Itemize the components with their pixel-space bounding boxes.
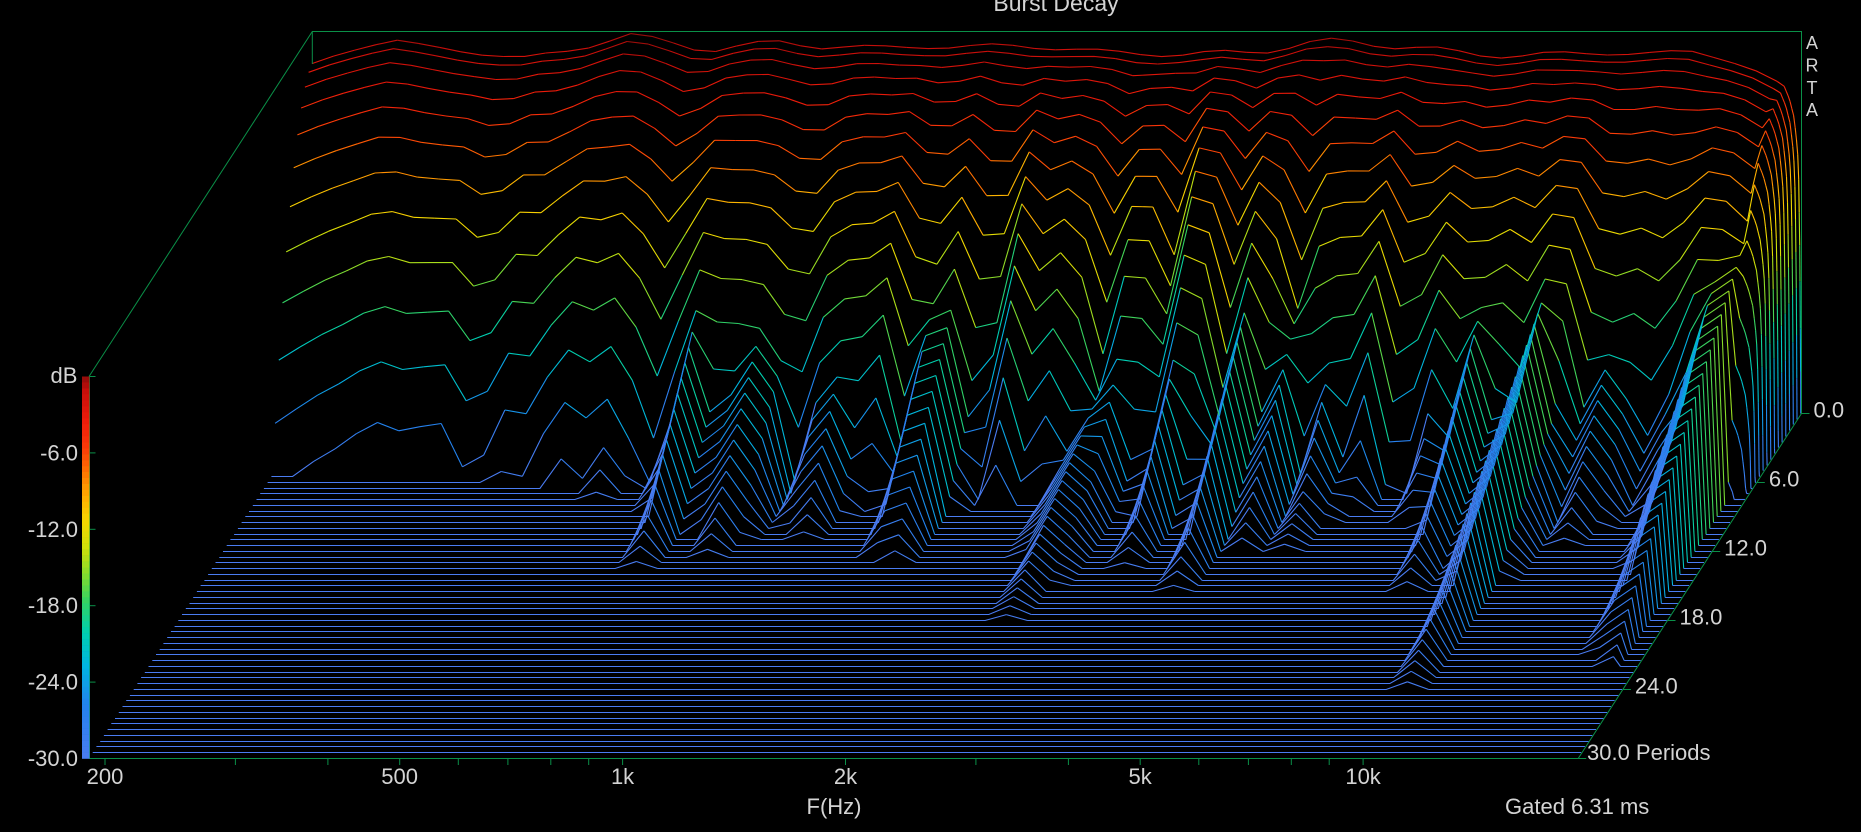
- svg-text:A: A: [1806, 33, 1818, 53]
- svg-text:1k: 1k: [611, 764, 635, 789]
- svg-text:R: R: [1806, 55, 1819, 75]
- svg-text:T: T: [1807, 78, 1818, 98]
- svg-text:-18.0: -18.0: [28, 593, 78, 618]
- svg-text:Gated 6.31 ms: Gated 6.31 ms: [1505, 794, 1649, 819]
- svg-text:12.0: 12.0: [1724, 536, 1767, 561]
- svg-text:2k: 2k: [834, 764, 858, 789]
- svg-text:-30.0: -30.0: [28, 746, 78, 771]
- svg-text:10k: 10k: [1345, 764, 1381, 789]
- svg-text:Burst Decay: Burst Decay: [993, 0, 1119, 16]
- svg-text:-24.0: -24.0: [28, 670, 78, 695]
- svg-text:200: 200: [87, 764, 124, 789]
- svg-text:24.0: 24.0: [1635, 674, 1678, 699]
- svg-text:-12.0: -12.0: [28, 517, 78, 542]
- svg-text:18.0: 18.0: [1680, 605, 1723, 630]
- svg-text:0.0: 0.0: [1814, 398, 1845, 423]
- svg-text:500: 500: [381, 764, 418, 789]
- svg-text:6.0: 6.0: [1769, 467, 1800, 492]
- svg-text:F(Hz): F(Hz): [807, 794, 862, 819]
- svg-text:A: A: [1806, 100, 1818, 120]
- svg-text:30.0 Periods: 30.0 Periods: [1587, 740, 1711, 765]
- svg-text:5k: 5k: [1129, 764, 1153, 789]
- svg-text:dB: dB: [51, 363, 78, 388]
- svg-text:-6.0: -6.0: [40, 440, 78, 465]
